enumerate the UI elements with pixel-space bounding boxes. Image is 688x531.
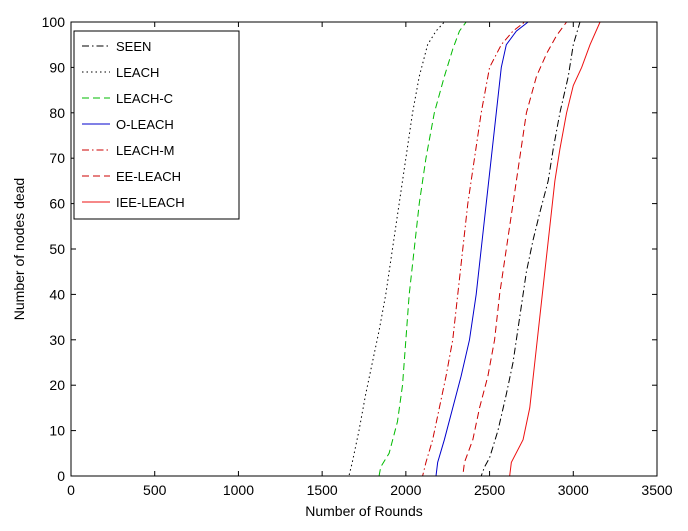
legend-label-seen: SEEN	[116, 39, 151, 54]
x-tick-label: 500	[143, 482, 167, 498]
y-tick-label: 50	[49, 241, 65, 257]
y-tick-label: 0	[57, 468, 65, 484]
series-line-leach	[71, 21, 445, 477]
legend-label-leach: LEACH	[116, 65, 159, 80]
legend: SEEN LEACH LEACH-C O-LEACH LEACH-M EE-LEACH IE…	[73, 30, 240, 220]
series-line-leach-m	[71, 21, 526, 477]
x-tick-label: 3000	[558, 482, 589, 498]
series-line-iee-leach	[71, 21, 601, 477]
legend-label-iee-leach: IEE-LEACH	[116, 195, 185, 210]
x-tick-label: 0	[67, 482, 75, 498]
x-tick-label: 1500	[307, 482, 338, 498]
legend-label-o-leach: O-LEACH	[116, 117, 174, 132]
series-line-o-leach	[71, 21, 529, 477]
series-layer	[71, 21, 601, 477]
legend-label-ee-leach: EE-LEACH	[116, 169, 181, 184]
x-tick-label: 1000	[223, 482, 254, 498]
y-tick-label: 60	[49, 196, 65, 212]
legend-label-leach-c: LEACH-C	[116, 91, 173, 106]
y-axis-label: Number of nodes dead	[11, 178, 27, 320]
y-tick-label: 70	[49, 150, 65, 166]
x-axis-label: Number of Rounds	[305, 503, 423, 519]
series-line-leach-c	[71, 21, 467, 477]
y-tick-label: 30	[49, 332, 65, 348]
x-tick-label: 3500	[641, 482, 672, 498]
series-line-ee-leach	[71, 21, 567, 477]
series-line-seen	[71, 21, 581, 477]
y-tick-label: 100	[42, 14, 66, 30]
y-tick-label: 10	[49, 423, 65, 439]
tick-layer: 0 500 1000 1500 2000 2500 3000 3500 0 10 20 30 40 50 6…	[42, 14, 673, 498]
y-tick-label: 90	[49, 59, 65, 75]
legend-label-leach-m: LEACH-M	[116, 143, 175, 158]
y-tick-label: 40	[49, 286, 65, 302]
legend-box	[73, 30, 240, 220]
x-tick-label: 2000	[390, 482, 421, 498]
x-tick-label: 2500	[474, 482, 505, 498]
y-tick-label: 80	[49, 105, 65, 121]
y-tick-label: 20	[49, 377, 65, 393]
